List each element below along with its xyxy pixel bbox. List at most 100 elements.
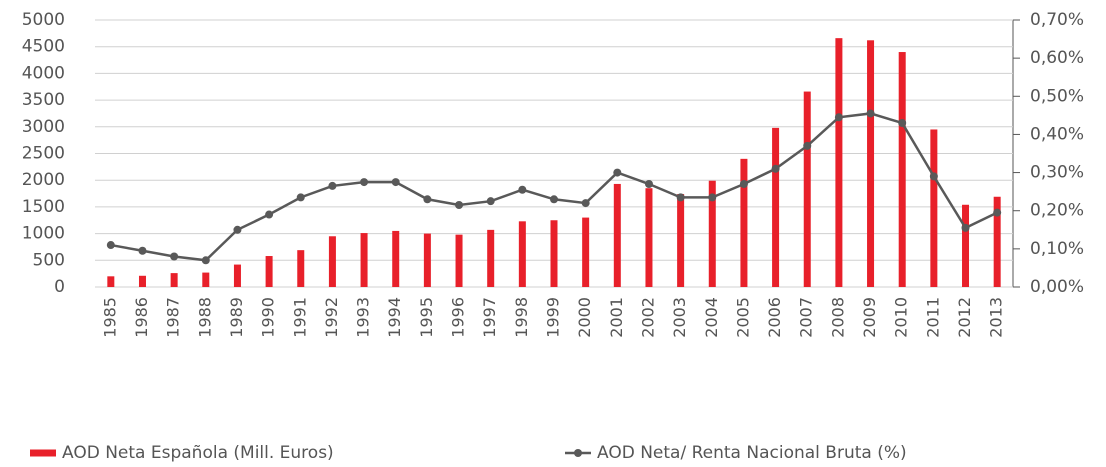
y2-tick-label: 0,20% — [1030, 201, 1084, 221]
bar — [930, 129, 938, 287]
line-marker — [518, 185, 527, 194]
y-tick-label: 2000 — [22, 170, 65, 190]
line-marker — [201, 256, 210, 265]
line-marker — [296, 193, 305, 202]
legend-swatch — [30, 449, 56, 457]
line-marker — [993, 208, 1002, 217]
bar — [392, 230, 400, 287]
bar — [265, 256, 273, 287]
bar — [297, 250, 305, 287]
x-tick-label: 1991 — [290, 297, 309, 338]
bar — [772, 127, 780, 287]
x-tick-label: 1994 — [385, 297, 404, 338]
line-marker — [106, 241, 115, 250]
y-tick-label: 4500 — [22, 37, 65, 57]
y2-tick-label: 0,30% — [1030, 163, 1084, 183]
y-tick-label: 1500 — [22, 197, 65, 217]
y-tick-label: 5000 — [22, 10, 65, 30]
x-tick-label: 1990 — [259, 297, 278, 338]
line-marker — [265, 210, 274, 219]
y2-tick-label: 0,00% — [1030, 277, 1084, 297]
bar — [677, 194, 685, 287]
x-tick-label: 1988 — [195, 297, 214, 338]
x-tick-label: 2003 — [670, 297, 689, 338]
bar — [170, 273, 178, 287]
line-marker — [739, 180, 748, 189]
line-marker — [391, 178, 400, 187]
x-tick-label: 1997 — [480, 297, 499, 338]
bar — [582, 217, 590, 287]
line-marker — [360, 178, 369, 187]
bar — [993, 196, 1001, 287]
line-marker — [486, 197, 495, 206]
bar — [867, 40, 875, 288]
bar — [835, 38, 843, 287]
x-tick-label: 1992 — [322, 297, 341, 338]
bar — [962, 204, 970, 287]
x-tick-label: 2012 — [955, 297, 974, 338]
x-tick-label: 1986 — [132, 297, 151, 338]
legend-label: AOD Neta/ Renta Nacional Bruta (%) — [597, 443, 907, 463]
bar — [487, 229, 495, 287]
x-tick-label: 2009 — [860, 297, 879, 338]
legend-swatch-marker — [574, 449, 582, 457]
x-tick-label: 1995 — [417, 297, 436, 338]
line-marker — [328, 181, 337, 190]
y2-tick-label: 0,50% — [1030, 86, 1084, 106]
x-tick-label: 2008 — [828, 297, 847, 338]
line-marker — [138, 246, 147, 255]
line-marker — [644, 180, 653, 189]
y-tick-label: 1000 — [22, 224, 65, 244]
line-marker — [771, 164, 780, 173]
x-tick-label: 2006 — [765, 297, 784, 338]
bar — [518, 221, 526, 287]
y-tick-label: 4000 — [22, 63, 65, 83]
x-tick-label: 2000 — [575, 297, 594, 338]
x-tick-label: 2001 — [607, 297, 626, 338]
x-tick-label: 1998 — [512, 297, 531, 338]
x-tick-label: 1996 — [449, 297, 468, 338]
x-tick-label: 2005 — [733, 297, 752, 338]
y-tick-label: 0 — [54, 277, 65, 297]
bar — [740, 158, 748, 287]
bar — [898, 52, 906, 287]
x-tick-label: 1993 — [354, 297, 373, 338]
x-tick-label: 1985 — [100, 297, 119, 338]
x-tick-label: 2007 — [797, 297, 816, 338]
line-marker — [170, 252, 179, 261]
line-marker — [834, 113, 843, 122]
bar — [645, 188, 653, 287]
bar — [202, 272, 210, 287]
x-tick-label: 2004 — [702, 297, 721, 338]
bar — [107, 276, 115, 287]
y-tick-label: 500 — [33, 250, 65, 270]
bar — [708, 180, 716, 287]
line-marker — [423, 195, 432, 204]
line-marker — [961, 223, 970, 232]
x-tick-label: 1987 — [164, 297, 183, 338]
legend-label: AOD Neta Española (Mill. Euros) — [62, 443, 334, 463]
line-marker — [898, 118, 907, 127]
bar — [138, 275, 146, 287]
x-tick-label: 2013 — [987, 297, 1006, 338]
line-marker — [550, 195, 558, 204]
y-tick-label: 3500 — [22, 90, 65, 110]
bar — [360, 233, 368, 287]
line-marker — [803, 141, 812, 150]
x-tick-label: 1989 — [227, 297, 246, 338]
x-tick-label: 2011 — [923, 297, 942, 338]
bar — [233, 264, 241, 287]
line-marker — [581, 199, 590, 208]
y2-tick-label: 0,60% — [1030, 48, 1084, 68]
line-marker — [929, 172, 938, 181]
y2-tick-label: 0,10% — [1030, 239, 1084, 259]
bar — [455, 234, 463, 287]
x-tick-label: 2010 — [892, 297, 911, 338]
line-marker — [233, 225, 242, 234]
bar — [550, 220, 558, 287]
line-marker — [708, 193, 717, 202]
line-marker — [866, 109, 875, 118]
bar — [803, 91, 811, 287]
x-tick-label: 1999 — [544, 297, 563, 338]
